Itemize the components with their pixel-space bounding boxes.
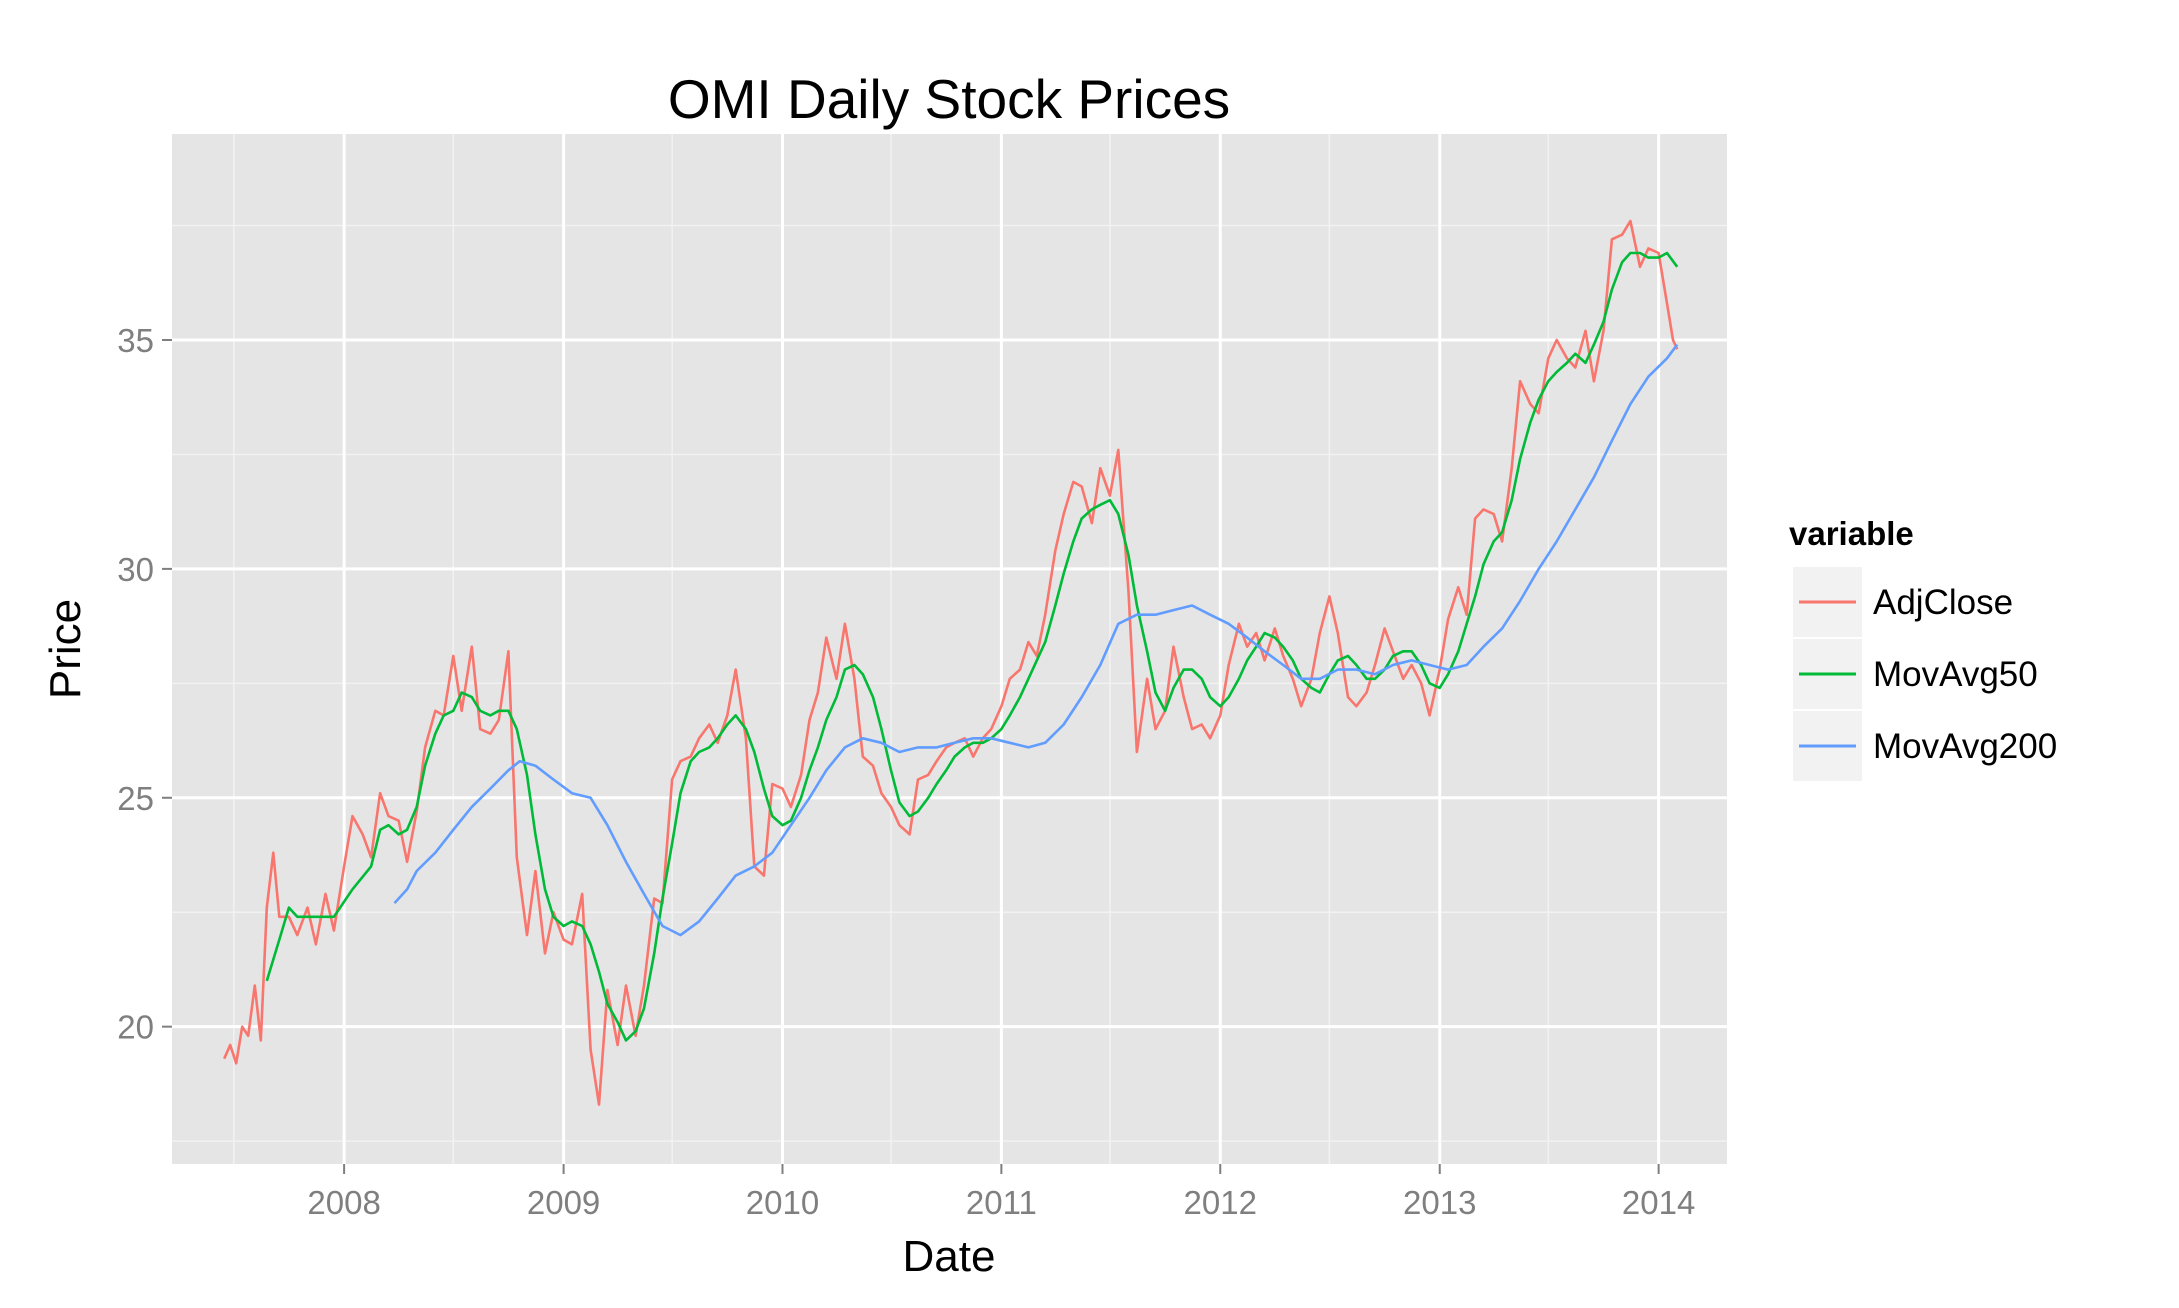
series-layer xyxy=(223,219,1679,1106)
y-tick-label: 35 xyxy=(117,322,154,359)
y-tick-label: 30 xyxy=(117,551,154,588)
y-axis-label: Price xyxy=(41,599,90,699)
ticks-layer xyxy=(162,339,1660,1174)
legend-label-movavg50: MovAvg50 xyxy=(1873,655,2038,694)
series-line-adjclose xyxy=(223,219,1679,1106)
y-tick-label: 25 xyxy=(117,780,154,817)
legend: variable AdjClose MovAvg50 MovAvg200 xyxy=(1789,515,2057,781)
tick-labels: 2008 2009 2010 2011 2012 2013 2014 20 25 30 35 xyxy=(117,322,1695,1221)
x-tick-label: 2013 xyxy=(1403,1184,1476,1221)
x-tick-label: 2009 xyxy=(527,1184,600,1221)
x-tick-label: 2014 xyxy=(1622,1184,1695,1221)
legend-label-movavg200: MovAvg200 xyxy=(1873,727,2057,766)
major-grid xyxy=(172,134,1727,1164)
legend-title: variable xyxy=(1789,515,1914,552)
legend-label-adjclose: AdjClose xyxy=(1873,583,2013,622)
plot-panel xyxy=(172,134,1727,1164)
x-tick-label: 2010 xyxy=(746,1184,819,1221)
series-line-movavg200 xyxy=(393,343,1679,937)
chart-title: OMI Daily Stock Prices xyxy=(668,68,1230,130)
minor-grid xyxy=(172,134,1727,1164)
legend-entries: AdjClose MovAvg50 MovAvg200 xyxy=(1793,567,2057,781)
x-tick-label: 2012 xyxy=(1184,1184,1257,1221)
x-tick-label: 2008 xyxy=(307,1184,380,1221)
y-tick-label: 20 xyxy=(117,1009,154,1046)
x-axis-label: Date xyxy=(903,1232,996,1281)
x-tick-label: 2011 xyxy=(966,1184,1037,1221)
